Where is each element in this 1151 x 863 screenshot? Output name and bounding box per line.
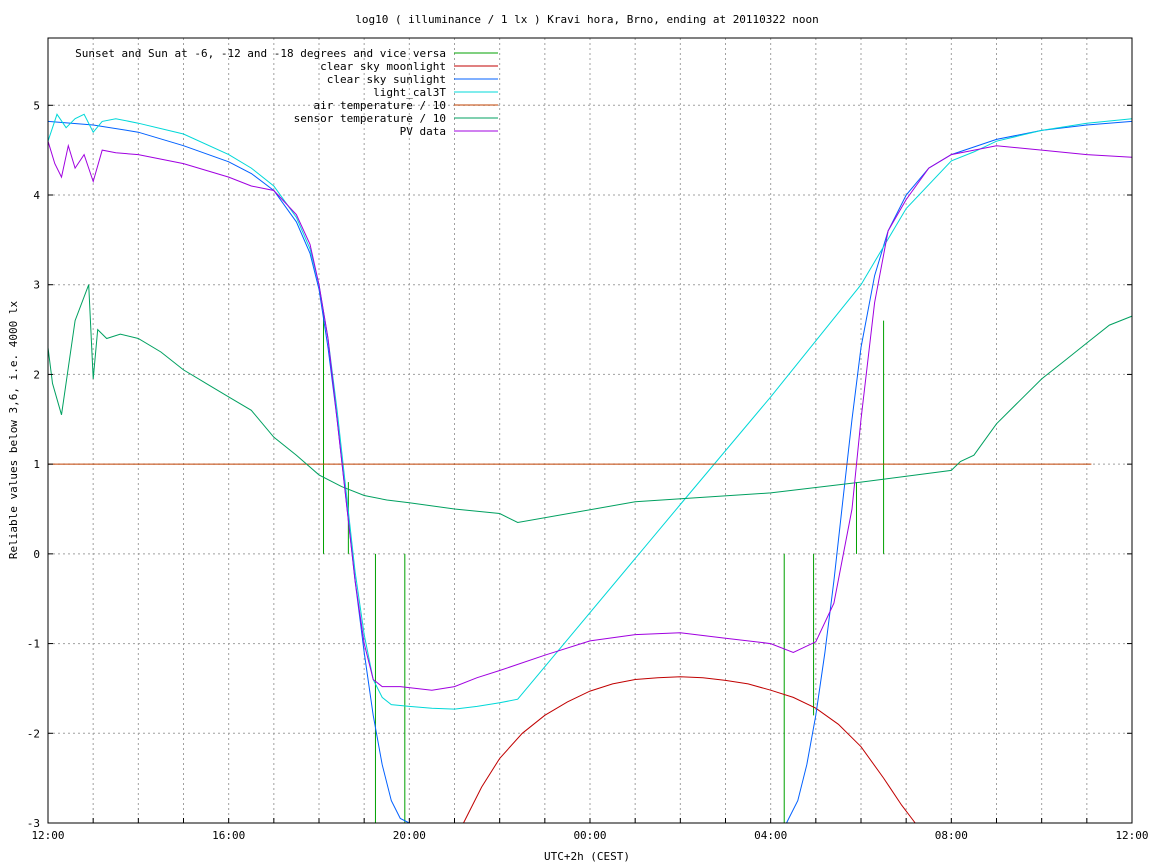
series-1	[463, 676, 916, 824]
series-5	[47, 284, 1133, 524]
series-2	[47, 120, 1133, 824]
x-tick-label: 12:00	[31, 829, 64, 842]
legend-label: clear sky sunlight	[327, 73, 446, 86]
x-tick-label: 00:00	[573, 829, 606, 842]
series-line	[463, 676, 916, 824]
legend-label: air temperature / 10	[314, 99, 446, 112]
legend: Sunset and Sun at -6, -12 and -18 degree…	[75, 47, 498, 138]
y-tick-label: -3	[27, 817, 40, 830]
series-line	[47, 113, 1133, 710]
x-tick-label: 16:00	[212, 829, 245, 842]
axes: 12:00 16:00 20:00 00:00 04:00 08:00 12:00-3-2-…	[27, 99, 1149, 842]
y-tick-label: -2	[27, 727, 40, 740]
x-tick-label: 20:00	[393, 829, 426, 842]
y-tick-label: 0	[33, 548, 40, 561]
x-tick-label: 04:00	[754, 829, 787, 842]
y-tick-label: 3	[33, 279, 40, 292]
series-line	[47, 120, 1133, 824]
legend-label: sensor temperature / 10	[294, 112, 446, 125]
legend-label: clear sky moonlight	[320, 60, 446, 73]
series-3	[47, 113, 1133, 710]
series-line	[47, 284, 1133, 524]
series-line	[47, 141, 1133, 691]
y-tick-label: 5	[33, 99, 40, 112]
x-tick-label: 08:00	[935, 829, 968, 842]
x-axis-label: UTC+2h (CEST)	[544, 850, 630, 863]
series-layer	[47, 113, 1133, 824]
y-tick-label: 2	[33, 368, 40, 381]
x-tick-label: 12:00	[1115, 829, 1148, 842]
y-axis-label: Reliable values below 3,6, i.e. 4000 lx	[7, 300, 20, 559]
legend-label: Sunset and Sun at -6, -12 and -18 degree…	[75, 47, 446, 60]
legend-label: PV data	[400, 125, 446, 138]
series-6	[47, 141, 1133, 691]
y-tick-label: -1	[27, 638, 40, 651]
y-tick-label: 1	[33, 458, 40, 471]
legend-label: light_cal3T	[373, 86, 446, 99]
y-tick-label: 4	[33, 189, 40, 202]
chart-title: log10 ( illuminance / 1 lx ) Kravi hora,…	[355, 13, 819, 26]
